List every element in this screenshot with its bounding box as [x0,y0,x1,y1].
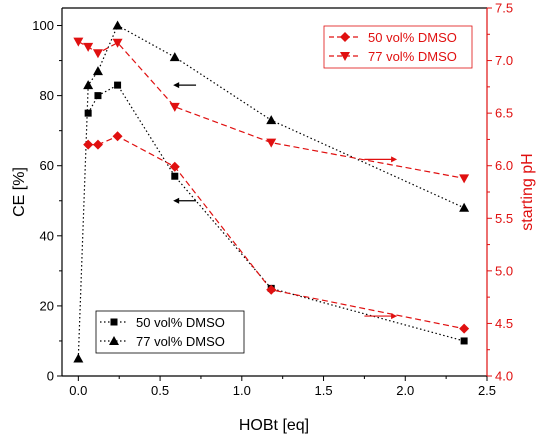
data-point [459,323,470,334]
x-axis-title: HOBt [eq] [239,417,309,434]
y2-tick-label: 5.0 [495,263,513,278]
data-point [266,138,277,148]
data-point [73,353,84,363]
y2-tick-label: 4.0 [495,369,513,384]
data-point [114,81,122,89]
data-point [92,49,103,59]
legend-ph-marker-50 [340,32,350,42]
x-tick-label: 1.0 [233,383,251,398]
y2-axis-title: starting pH [519,153,536,230]
y-tick-label: 20 [40,298,54,313]
legend-ph-label-50: 50 vol% DMSO [368,30,457,45]
y2-ticks: 4.0 4.5 5.0 5.5 6.0 6.5 7.0 7.5 [487,1,513,384]
y-tick-label: 100 [32,18,54,33]
data-point [169,161,180,172]
ph-arrow-1-head [391,156,398,163]
x-tick-label: 2.5 [478,383,496,398]
y-tick-label: 40 [40,228,54,243]
series-markers [73,20,470,363]
data-point [266,284,277,295]
data-point [92,66,103,76]
axis-arrows [173,82,398,320]
y2-tick-label: 6.0 [495,158,513,173]
data-point [171,172,179,180]
y2-tick-label: 7.5 [495,1,513,16]
x-tick-label: 0.5 [151,383,169,398]
data-point [459,174,470,184]
x-tick-label: 2.0 [396,383,414,398]
y2-tick-label: 4.5 [495,316,513,331]
y-ticks: 0 20 40 60 80 100 [32,18,62,384]
data-point [112,131,123,142]
x-tick-label: 0.0 [69,383,87,398]
series-line-0 [87,84,465,342]
x-ticks: 0.0 0.5 1.0 1.5 2.0 2.5 [69,376,496,398]
data-point [112,38,123,48]
data-point [83,42,94,52]
legend-ce-marker-50 [110,318,118,326]
legend-ce-label-77: 77 vol% DMSO [136,334,225,349]
legend-ce-marker-77 [109,336,119,345]
legend-ce-frame [95,310,245,354]
legend-ce: 50 vol% DMSO 77 vol% DMSO [95,310,245,354]
ph-arrow-2-head [391,313,398,320]
data-point [169,52,180,62]
legend-ph: 50 vol% DMSO 77 vol% DMSO [323,25,473,69]
y-tick-label: 80 [40,88,54,103]
data-point [266,115,277,125]
x-tick-label: 1.5 [314,383,332,398]
legend-ce-label-50: 50 vol% DMSO [136,315,225,330]
data-point [112,20,123,30]
legend-ph-marker-77 [340,52,350,61]
data-point [459,202,470,212]
y2-tick-label: 5.5 [495,211,513,226]
data-point [84,109,92,117]
y-axis-title: CE [%] [11,167,28,217]
series-line-2 [88,135,465,330]
ce-arrow-2-head [173,197,180,204]
data-point [92,139,103,150]
data-point [460,337,468,345]
ce-arrow-1-head [173,82,180,89]
data-point [83,139,94,150]
data-point [73,37,84,47]
y-tick-label: 60 [40,158,54,173]
data-point [169,102,180,112]
legend-ph-frame [323,25,473,69]
series-lines [77,24,465,359]
series-line-1 [77,24,465,359]
y-tick-label: 0 [47,369,54,384]
data-point [83,80,94,90]
y2-tick-label: 7.0 [495,53,513,68]
data-point [94,92,102,100]
legend-ph-label-77: 77 vol% DMSO [368,49,457,64]
y2-tick-label: 6.5 [495,106,513,121]
